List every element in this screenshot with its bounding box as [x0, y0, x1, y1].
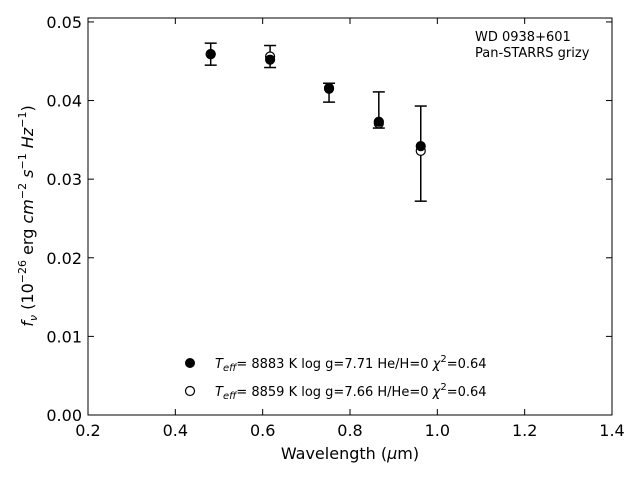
- data-point-he-h: [264, 54, 276, 65]
- x-tick-label: 1.4: [599, 421, 624, 440]
- data-point-he-h: [205, 49, 216, 60]
- annotation-survey: Pan-STARRS grizy: [475, 46, 590, 61]
- legend-entry-he-h: Teff= 8883 K log g=7.71 He/H=0 χ2=0.64: [215, 354, 487, 374]
- legend-marker-filled-circle: [185, 358, 195, 368]
- x-tick-label: 0.6: [250, 421, 275, 440]
- y-axis-label: fν (10−26 erg cm−2 s−1 Hz−1): [16, 105, 40, 326]
- y-tick-label: 0.02: [46, 249, 82, 268]
- x-tick-label: 1.2: [512, 421, 537, 440]
- x-tick-label: 0.8: [337, 421, 362, 440]
- x-tick-labels: 0.2 0.4 0.6 0.8 1.0 1.2 1.4: [75, 421, 624, 440]
- y-tick-label: 0.01: [46, 327, 82, 346]
- data-point-he-h: [415, 141, 426, 152]
- y-tick-label: 0.00: [46, 406, 82, 425]
- x-tick-label: 0.2: [75, 421, 100, 440]
- data-point-he-h: [323, 83, 335, 94]
- annotation-star-name: WD 0938+601: [475, 30, 571, 45]
- y-tick-label: 0.03: [46, 170, 82, 189]
- x-tick-label: 0.4: [163, 421, 188, 440]
- x-axis-label: Wavelength (μm): [281, 444, 419, 463]
- legend-marker-open-circle: [184, 385, 196, 397]
- legend: Teff= 8883 K log g=7.71 He/H=0 χ2=0.64 T…: [184, 354, 487, 402]
- y-tick-label: 0.04: [46, 92, 82, 111]
- data-points: [205, 49, 426, 156]
- x-tick-label: 1.0: [425, 421, 450, 440]
- tick-marks: [87, 18, 613, 416]
- y-tick-label: 0.05: [46, 13, 82, 32]
- data-point-he-h: [373, 116, 384, 127]
- y-tick-labels: 0.00 0.01 0.02 0.03 0.04 0.05: [46, 13, 82, 425]
- legend-entry-h-he: Teff= 8859 K log g=7.66 H/He=0 χ2=0.64: [215, 382, 487, 402]
